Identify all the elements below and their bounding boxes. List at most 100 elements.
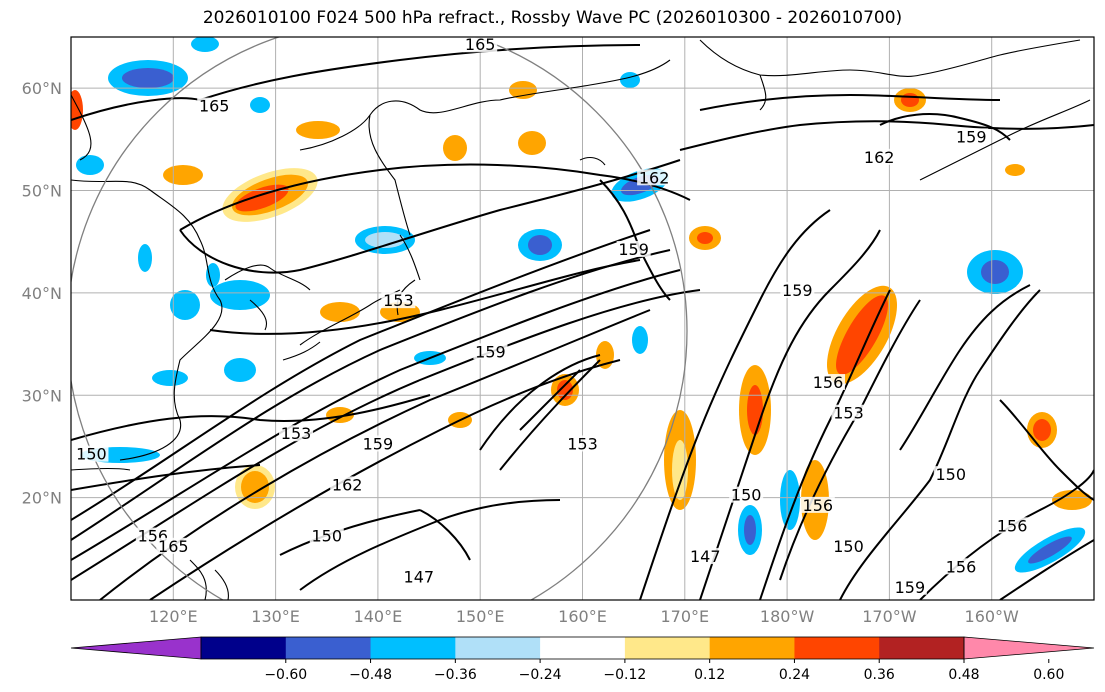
latitude-tick-label: 50°N — [22, 182, 62, 201]
colorbar-segment — [370, 637, 456, 659]
contour-label: 156 — [803, 496, 834, 515]
colorbar-extend-low — [70, 636, 202, 660]
contour-label: 165 — [465, 35, 496, 54]
latitude-tick-label: 60°N — [22, 79, 62, 98]
contour-label: 159 — [956, 127, 987, 146]
map-frame — [70, 36, 1095, 601]
colorbar-tick-label: 0.48 — [948, 667, 979, 683]
longitude-tick-label: 170°W — [862, 607, 917, 626]
latitude-tick-labels: 60°N 50°N 40°N 30°N 20°N — [22, 79, 62, 507]
contour-label-bg — [831, 404, 866, 421]
contour-label: 162 — [639, 168, 670, 187]
contour-label-bg — [360, 435, 395, 452]
contour-label: 147 — [690, 547, 721, 566]
colorbar-segment — [201, 637, 287, 659]
longitude-tick-label: 170°E — [660, 607, 709, 626]
contour-label-bg — [688, 548, 723, 565]
contour-label-bg — [892, 578, 927, 595]
contour-label-bg — [401, 568, 436, 585]
contour-label: 159 — [895, 578, 926, 597]
contour-label: 165 — [199, 97, 230, 116]
longitude-tick-label: 160°W — [965, 607, 1020, 626]
contour-label-bg — [729, 486, 764, 503]
contour-label: 150 — [731, 486, 762, 505]
colorbar-tick-label: −0.24 — [519, 667, 562, 683]
plot-title: 2026010100 F024 500 hPa refract., Rossby… — [202, 8, 903, 28]
longitude-tick-label: 130°E — [251, 607, 300, 626]
contour-label-bg — [780, 281, 815, 298]
contour-label-bg — [197, 97, 232, 114]
contour-label-bg — [933, 466, 968, 483]
contour-label: 159 — [618, 240, 649, 259]
contour-label: 156 — [813, 373, 844, 392]
height-contours — [71, 44, 1094, 600]
contour-label: 150 — [311, 527, 342, 546]
contour-label-bg — [954, 128, 989, 145]
colorbar-tick-label: 0.12 — [694, 667, 725, 683]
colorbar-tick-label: 0.24 — [779, 667, 810, 683]
longitude-tick-label: 120°E — [149, 607, 198, 626]
contour-label: 159 — [782, 281, 813, 300]
reference-circle — [71, 37, 688, 600]
contour-label: 147 — [404, 568, 435, 587]
contour-label-bg — [381, 292, 416, 309]
latitude-tick-label: 30°N — [22, 386, 62, 405]
contour-label-bg — [565, 435, 600, 452]
contour-label: 156 — [997, 516, 1028, 535]
colorbar-outline — [200, 636, 965, 660]
refractivity-shading — [71, 37, 1092, 573]
contour-label: 150 — [76, 445, 107, 464]
graticule — [71, 37, 1094, 600]
contour-label: 153 — [833, 404, 864, 423]
contour-label: 150 — [833, 537, 864, 556]
colorbar-segment — [624, 637, 711, 659]
longitude-tick-label: 160°E — [558, 607, 607, 626]
colorbar-segment — [879, 637, 965, 659]
colorbar-segment — [455, 637, 541, 659]
longitude-tick-label: 180°W — [760, 607, 815, 626]
colorbar-tick-label: 0.36 — [864, 667, 895, 683]
longitude-tick-label: 150°E — [456, 607, 505, 626]
longitude-tick-label: 140°E — [354, 607, 403, 626]
contour-label-bg — [637, 169, 672, 186]
colorbar-tick-label: −0.36 — [434, 667, 477, 683]
contour-label-layer: 165 165 162 159 162 159 153 159 159 156 153 153 159 1… — [74, 35, 1030, 597]
colorbar-tick-label: 0.60 — [1033, 667, 1064, 683]
contour-label: 165 — [158, 537, 189, 556]
contour-label: 150 — [936, 465, 967, 484]
contour-label-bg — [330, 476, 365, 493]
contour-label-bg — [74, 445, 109, 462]
contour-label: 159 — [475, 342, 506, 361]
contour-label: 162 — [332, 475, 363, 494]
contour-label: 153 — [383, 291, 414, 310]
latitude-tick-label: 40°N — [22, 284, 62, 303]
colorbar-segment — [285, 637, 372, 659]
contour-label-bg — [463, 36, 498, 53]
contour-label: 159 — [363, 434, 394, 453]
contour-label-bg — [831, 537, 866, 554]
coastlines — [71, 39, 1091, 600]
colorbar-segment — [709, 637, 795, 659]
colorbar-tick-label: −0.60 — [264, 667, 307, 683]
colorbar: −0.60 −0.48 −0.36 −0.24 −0.12 0.12 0.24 0.36 0.4… — [70, 636, 1095, 683]
contour-label: 162 — [864, 148, 895, 167]
contour-label-bg — [309, 527, 344, 544]
contour-label: 153 — [567, 434, 598, 453]
contour-label-bg — [279, 425, 314, 442]
contour-label-bg — [616, 240, 651, 257]
contour-label-bg — [811, 374, 846, 391]
contour-label: 156 — [946, 557, 977, 576]
colorbar-extend-high — [963, 636, 1095, 660]
colorbar-segment — [794, 637, 880, 659]
colorbar-tick-label: −0.48 — [349, 667, 392, 683]
colorbar-segment — [540, 637, 626, 659]
contour-label-bg — [944, 558, 979, 575]
contour-label-bg — [995, 517, 1030, 534]
negative-anomaly-patch — [76, 37, 1086, 573]
contour-label-bg — [862, 148, 897, 165]
contour-label: 153 — [281, 424, 312, 443]
colorbar-tick-label: −0.12 — [603, 667, 646, 683]
contour-label-bg — [473, 343, 508, 360]
longitude-tick-labels: 120°E 130°E 140°E 150°E 160°E 170°E 180°W 170°W… — [149, 607, 1019, 626]
